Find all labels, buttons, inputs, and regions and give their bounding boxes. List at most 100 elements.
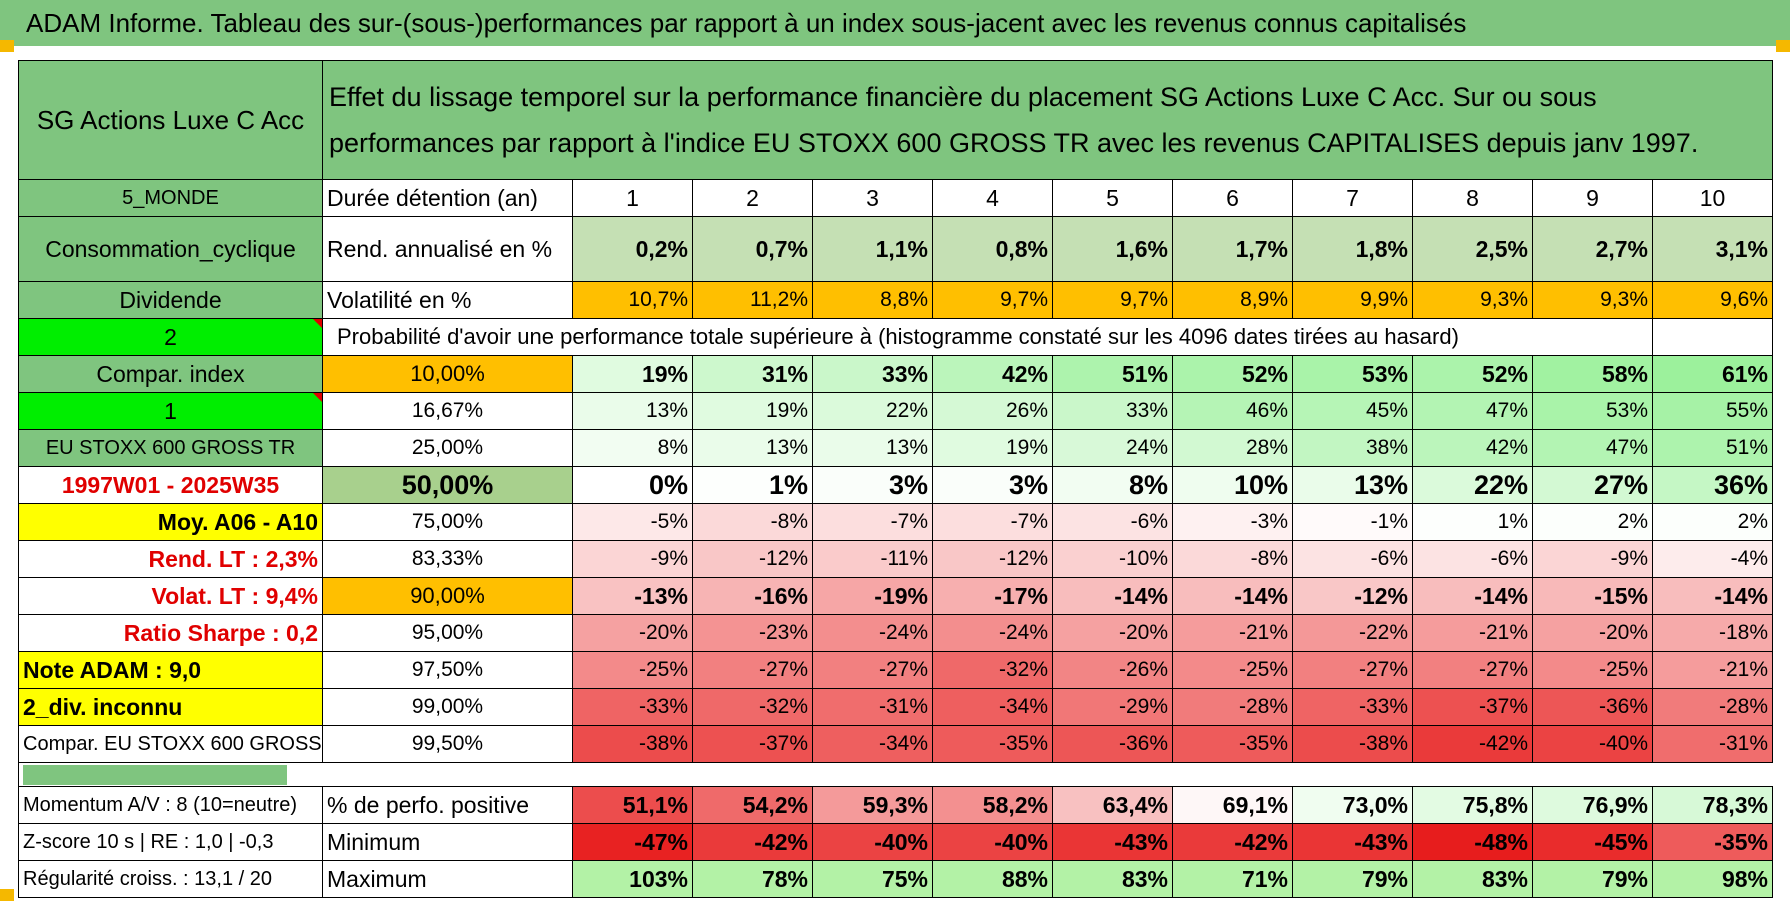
- spacer-cell: [17, 762, 1773, 787]
- volat-value: 9,7%: [932, 281, 1053, 319]
- fund-name: SG Actions Luxe C Acc: [18, 60, 323, 180]
- quantile-value: -20%: [1532, 614, 1653, 652]
- quantile-value: 2%: [1532, 503, 1653, 541]
- volat-value: 9,9%: [1292, 281, 1413, 319]
- quantile-value: -7%: [932, 503, 1053, 541]
- year-8: 8: [1412, 179, 1533, 217]
- quantile-value: -36%: [1532, 688, 1653, 726]
- quantile-value: 27%: [1532, 466, 1653, 504]
- quantile-value: -15%: [1532, 577, 1653, 615]
- quantile-value: -1%: [1292, 503, 1413, 541]
- quantile-value: -37%: [692, 725, 813, 763]
- quantile-value: 22%: [812, 392, 933, 430]
- value-1-cell[interactable]: 1: [18, 392, 323, 430]
- min-value: -42%: [692, 823, 813, 861]
- quantile-value: 24%: [1052, 429, 1173, 467]
- quantile-value: -38%: [572, 725, 693, 763]
- pct-pos-value: 54,2%: [692, 786, 813, 824]
- quantile-value: -29%: [1052, 688, 1173, 726]
- quantile-value: 53%: [1292, 355, 1413, 393]
- quantile-value: 36%: [1651, 466, 1774, 504]
- quantile-value: -12%: [692, 540, 813, 578]
- quantile-value: -24%: [932, 614, 1053, 652]
- quantile-value: -20%: [1052, 614, 1173, 652]
- rend-value: 0,2%: [572, 216, 693, 282]
- fund-description: Effet du lissage temporel sur la perform…: [321, 60, 1774, 180]
- quantile-value: 42%: [932, 355, 1053, 393]
- quantile-row: Moy. A06 - A10 75,00% -5% -8% -7% -7% -6% -3% -1…: [18, 503, 1774, 541]
- quantile-value: -7%: [812, 503, 933, 541]
- rend-value: 2,7%: [1532, 216, 1653, 282]
- compar-full-label: Compar. EU STOXX 600 GROSS TR: [18, 725, 323, 763]
- quantile-value: -10%: [1052, 540, 1173, 578]
- volat-value: 8,9%: [1172, 281, 1293, 319]
- volat-label: Volatilité en %: [322, 281, 573, 319]
- quantile-value: 47%: [1532, 429, 1653, 467]
- quantile-value: 26%: [932, 392, 1053, 430]
- quantile-value: 33%: [1052, 392, 1173, 430]
- pct-pos-value: 78,3%: [1652, 786, 1773, 824]
- pct-pos-value: 69,1%: [1172, 786, 1293, 824]
- corner-marker-right: [1776, 40, 1790, 52]
- pct-pos-value: 59,3%: [812, 786, 933, 824]
- year-7: 7: [1292, 179, 1413, 217]
- quantile-value: -27%: [692, 651, 813, 689]
- rend-value: 1,1%: [812, 216, 933, 282]
- rend-lt-label: Rend. LT : 2,3%: [18, 540, 323, 578]
- quantile-value: -25%: [1532, 651, 1653, 689]
- min-value: -47%: [572, 823, 693, 861]
- quantile-value: 53%: [1532, 392, 1653, 430]
- proba-label: Probabilité d'avoir une performance tota…: [322, 318, 1653, 356]
- min-value: -45%: [1532, 823, 1653, 861]
- max-value: 71%: [1172, 860, 1293, 898]
- quantile-threshold: 97,50%: [322, 651, 573, 689]
- report-title: ADAM Informe. Tableau des sur-(sous-)per…: [0, 0, 1790, 46]
- quantile-value: 45%: [1292, 392, 1413, 430]
- rend-value: 1,6%: [1052, 216, 1173, 282]
- quantile-value: -31%: [812, 688, 933, 726]
- quantile-value: -16%: [692, 577, 813, 615]
- quantile-value: -8%: [1172, 540, 1293, 578]
- quantile-value: -19%: [812, 577, 933, 615]
- quantile-value: -24%: [812, 614, 933, 652]
- quantile-value: 3%: [812, 466, 933, 504]
- quantile-value: -20%: [572, 614, 693, 652]
- spacer-row: [17, 762, 1773, 787]
- quantile-threshold: 83,33%: [322, 540, 573, 578]
- year-6: 6: [1172, 179, 1293, 217]
- quantile-value: 52%: [1172, 355, 1293, 393]
- quantile-value: 61%: [1651, 355, 1774, 393]
- quantile-value: -11%: [812, 540, 933, 578]
- dividend-label: Dividende: [18, 281, 323, 319]
- volat-value: 11,2%: [692, 281, 813, 319]
- max-value: 79%: [1532, 860, 1653, 898]
- div-label: 2_div. inconnu: [18, 688, 323, 726]
- quantile-row: 2_div. inconnu 99,00% -33% -32% -31% -34% -29%…: [18, 688, 1774, 726]
- pct-pos-label: % de perfo. positive: [322, 786, 573, 824]
- quantile-row: 1 16,67% 13% 19% 22% 26% 33% 46% 45% 47% 53% 55%: [18, 392, 1774, 430]
- quantile-value: -25%: [572, 651, 693, 689]
- sharpe-label: Ratio Sharpe : 0,2: [18, 614, 323, 652]
- quantile-row: Note ADAM : 9,0 97,50% -25% -27% -27% -32% -26…: [18, 651, 1774, 689]
- note-label: Note ADAM : 9,0: [18, 651, 323, 689]
- rend-value: 1,7%: [1172, 216, 1293, 282]
- quantile-row: Ratio Sharpe : 0,2 95,00% -20% -23% -24% -24%…: [18, 614, 1774, 652]
- quantile-value: -33%: [572, 688, 693, 726]
- quantile-value: -34%: [812, 725, 933, 763]
- compar-index-label: Compar. index: [18, 355, 323, 393]
- pct-pos-value: 63,4%: [1052, 786, 1173, 824]
- value-2-cell[interactable]: 2: [18, 318, 323, 356]
- stats-table: Momentum A/V : 8 (10=neutre) % de perfo.…: [18, 786, 1773, 898]
- quantile-row: Compar. EU STOXX 600 GROSS TR 99,50% -38% -…: [18, 725, 1774, 763]
- quantile-value: 51%: [1651, 429, 1774, 467]
- max-value: 79%: [1292, 860, 1413, 898]
- min-value: -35%: [1652, 823, 1773, 861]
- pct-pos-value: 75,8%: [1412, 786, 1533, 824]
- max-value: 98%: [1652, 860, 1773, 898]
- volat-value: 9,6%: [1651, 281, 1774, 319]
- quantile-value: -33%: [1292, 688, 1413, 726]
- volat-value: 9,3%: [1532, 281, 1653, 319]
- quantile-value: 31%: [692, 355, 813, 393]
- quantile-threshold: 16,67%: [322, 392, 573, 430]
- max-value: 75%: [812, 860, 933, 898]
